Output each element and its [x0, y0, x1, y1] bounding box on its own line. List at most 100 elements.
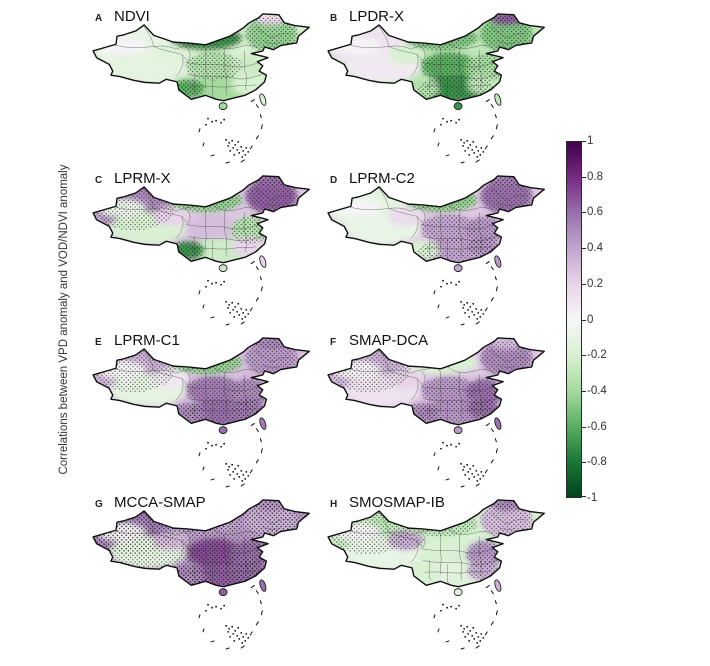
province-border-line	[452, 207, 494, 211]
sea-boundary-dash	[255, 266, 259, 271]
province-border-line	[452, 531, 494, 535]
zone-tarim_basin	[97, 37, 146, 56]
stipple-central	[185, 376, 243, 405]
sea-boundary-dash	[225, 485, 230, 488]
sea-boundary-dash	[437, 142, 440, 147]
province-border-line	[497, 40, 516, 44]
islet-dot	[469, 305, 472, 308]
stipple-ne_tip	[255, 175, 288, 188]
province-border-line	[350, 369, 411, 374]
province-border-line	[115, 531, 176, 536]
islet-dot	[477, 149, 480, 152]
province-border-line	[187, 398, 263, 404]
islet-dot	[466, 625, 469, 628]
colorbar-tick-mark	[582, 462, 586, 464]
province-border-line	[175, 54, 184, 77]
province-border-line	[262, 364, 281, 368]
islet-dot	[462, 306, 465, 309]
islet-dot	[475, 145, 478, 148]
sea-boundary-dash	[250, 99, 255, 103]
sea-boundary-dash	[210, 154, 215, 157]
sea-boundary-dash	[495, 448, 498, 454]
sea-boundary-dash	[484, 469, 488, 474]
sea-boundary-dash	[475, 321, 480, 325]
province-border-line	[115, 45, 176, 50]
sea-boundary-dash	[495, 610, 498, 616]
islet-dot	[472, 302, 475, 305]
stipple-northeast	[480, 178, 533, 215]
islet-dot	[231, 463, 234, 466]
sea-boundary-dash	[202, 304, 205, 309]
zone-tarim_basin	[332, 199, 381, 218]
province-border-line	[491, 350, 508, 363]
islet-dot	[450, 281, 452, 284]
colorbar-tick-label: -1	[587, 492, 598, 504]
sea-boundary-dash	[202, 628, 205, 633]
sea-boundary-dash	[260, 610, 263, 616]
province-border-line	[458, 372, 463, 419]
province-border-line	[256, 512, 273, 525]
province-border-line	[491, 26, 508, 39]
taiwan-island	[494, 417, 502, 430]
islet-dot	[458, 280, 461, 283]
stipple-north_central	[169, 26, 243, 51]
islet-dot	[446, 282, 448, 285]
islet-dot	[237, 140, 240, 143]
province-border-line	[422, 560, 498, 566]
province-border-line	[388, 370, 424, 386]
province-border-line	[244, 212, 248, 253]
sea-boundary-dash	[255, 104, 259, 109]
sea-boundary-dash	[260, 124, 263, 130]
sea-boundary-dash	[490, 459, 494, 464]
province-border-line	[189, 84, 257, 88]
province-border-line	[256, 188, 273, 201]
islet-dot	[482, 636, 485, 639]
hainan-island	[453, 264, 463, 272]
islet-dot	[462, 630, 465, 633]
province-border-line	[203, 44, 207, 89]
islet-dot	[482, 312, 485, 315]
south-china-sea-islands	[198, 585, 263, 650]
islet-dot	[450, 605, 452, 608]
panel-h-smosmap-ib: H SMOSMAP-IB	[320, 490, 560, 655]
islet-dot	[233, 316, 236, 318]
province-border-line	[420, 548, 496, 554]
islet-dot	[244, 316, 247, 318]
panel-d-lprm-c2: D LPRM-C2	[320, 166, 560, 331]
islet-dot	[480, 470, 483, 473]
islet-dot	[232, 470, 235, 473]
islet-dot	[442, 117, 444, 120]
province-border-line	[410, 216, 419, 239]
province-border-line	[497, 526, 516, 530]
islet-dot	[236, 472, 239, 475]
province-border-line	[377, 349, 389, 371]
stipple-ne_tip	[490, 175, 523, 188]
islet-dot	[220, 283, 223, 286]
islet-dot	[231, 625, 234, 628]
islet-dot	[455, 283, 458, 286]
islet-dot	[228, 303, 231, 306]
sea-boundary-dash	[202, 142, 205, 147]
china-outline	[92, 499, 310, 588]
sea-boundary-dash	[490, 135, 494, 140]
zone-tarim_basin	[332, 37, 381, 56]
south-china-sea-islands	[433, 261, 498, 326]
sea-boundary-dash	[475, 483, 480, 487]
islet-dot	[215, 281, 217, 284]
province-border-line	[153, 532, 189, 548]
taiwan-island	[259, 93, 267, 106]
province-border-line	[438, 530, 442, 575]
sea-boundary-dash	[202, 466, 205, 471]
islet-dot	[207, 279, 209, 282]
islet-dot	[475, 469, 478, 472]
islet-dot	[207, 117, 209, 120]
sea-boundary-dash	[225, 161, 230, 164]
islet-dot	[227, 630, 230, 633]
province-border-line	[420, 224, 496, 230]
china-correlation-map	[327, 13, 545, 164]
sea-boundary-dash	[484, 145, 488, 150]
province-border-line	[422, 398, 498, 404]
province-border-line	[479, 536, 483, 577]
islet-dot	[236, 310, 239, 313]
province-border-line	[262, 526, 281, 530]
